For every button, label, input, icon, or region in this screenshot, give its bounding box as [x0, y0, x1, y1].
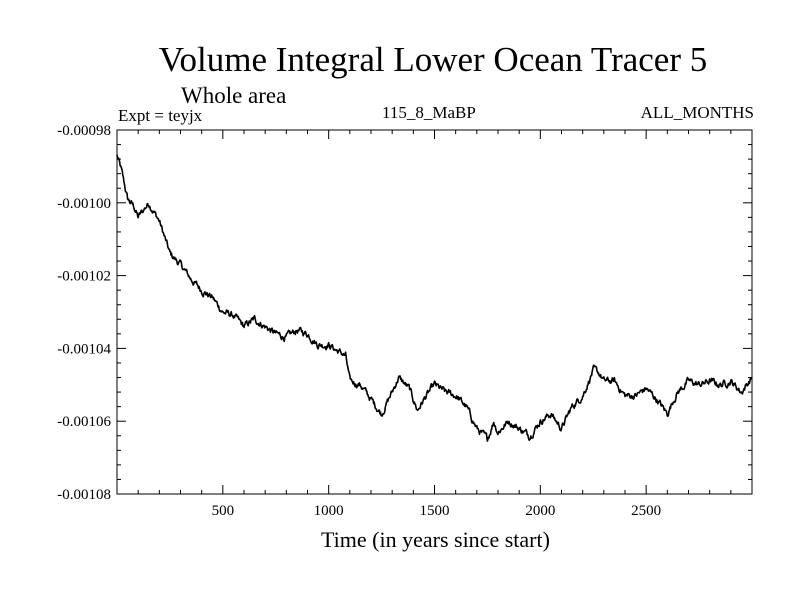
months-label: ALL_MONTHS — [640, 103, 754, 122]
axis-ticks — [117, 129, 752, 495]
x-tick-label: 2500 — [631, 503, 661, 519]
y-tick-label: -0.00104 — [57, 341, 111, 357]
plot-frame — [116, 129, 753, 495]
series-group — [116, 154, 753, 442]
x-tick-label: 1500 — [420, 503, 450, 519]
chart-subtitle: Whole area — [181, 83, 287, 108]
chart-title: Volume Integral Lower Ocean Tracer 5 — [158, 40, 708, 79]
x-tick-label: 2000 — [525, 503, 555, 519]
y-tick-label: -0.00098 — [57, 123, 111, 139]
tick-labels: 500 1000 1500 2000 2500 -0.00098 -0.00100 -0.00… — [57, 123, 661, 519]
y-tick-label: -0.00106 — [57, 414, 111, 430]
x-axis-label: Time (in years since start) — [321, 527, 550, 552]
y-tick-label: -0.00102 — [57, 269, 111, 285]
series-line — [116, 154, 753, 442]
experiment-label: Expt = teyjx — [118, 106, 203, 125]
x-tick-label: 500 — [212, 503, 235, 519]
run-label: 115_8_MaBP — [382, 103, 476, 122]
x-tick-label: 1000 — [314, 503, 344, 519]
y-tick-label: -0.00108 — [57, 487, 111, 503]
y-tick-label: -0.00100 — [57, 196, 111, 212]
